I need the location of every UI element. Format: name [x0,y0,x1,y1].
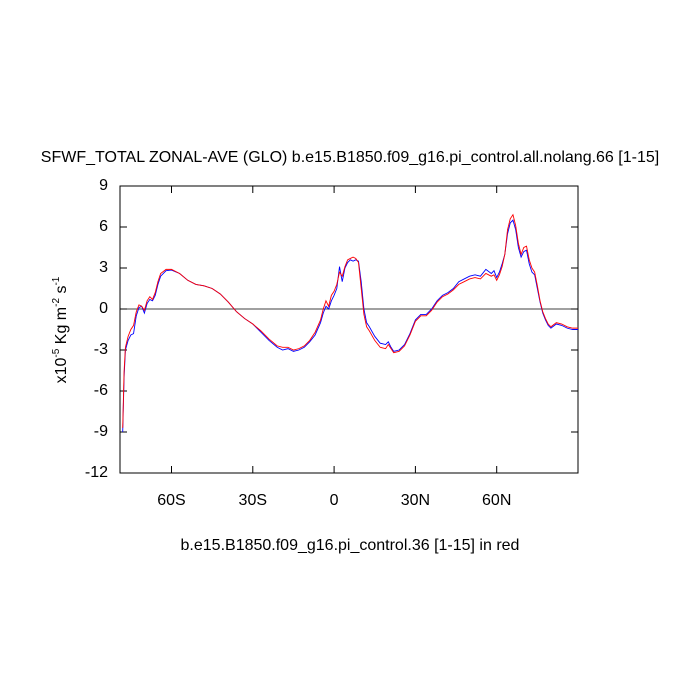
plot-frame [119,185,579,474]
series-line [122,213,578,428]
y-tick-label: 3 [99,259,108,276]
x-tick-label: 0 [330,492,339,509]
x-tick-label: 60N [482,492,511,509]
y-label-part: s [53,286,70,298]
y-tick-label: -6 [94,382,108,399]
y-tick-label: -9 [94,423,108,440]
y-tick-label: 0 [99,300,108,317]
y-label-sup: -5 [51,348,62,357]
y-axis-label: x10-5 Kg m-2 s-1 [51,276,71,383]
series-line [122,219,578,433]
y-tick-label: -12 [85,464,108,481]
chart-title: SFWF_TOTAL ZONAL-AVE (GLO) b.e15.B1850.f… [41,149,659,166]
y-label-part: Kg m [53,307,70,349]
x-axis-label: b.e15.B1850.f09_g16.pi_control.36 [1-15]… [181,537,520,554]
y-label-sup: -2 [51,298,62,307]
y-label-part: x10 [53,357,70,383]
y-tick-label: -3 [94,341,108,358]
x-tick-label: 30N [401,492,430,509]
x-tick-label: 30S [239,492,267,509]
y-label-sup: -1 [51,276,62,285]
y-tick-label: 9 [99,177,108,194]
x-tick-label: 60S [157,492,185,509]
y-tick-label: 6 [99,218,108,235]
